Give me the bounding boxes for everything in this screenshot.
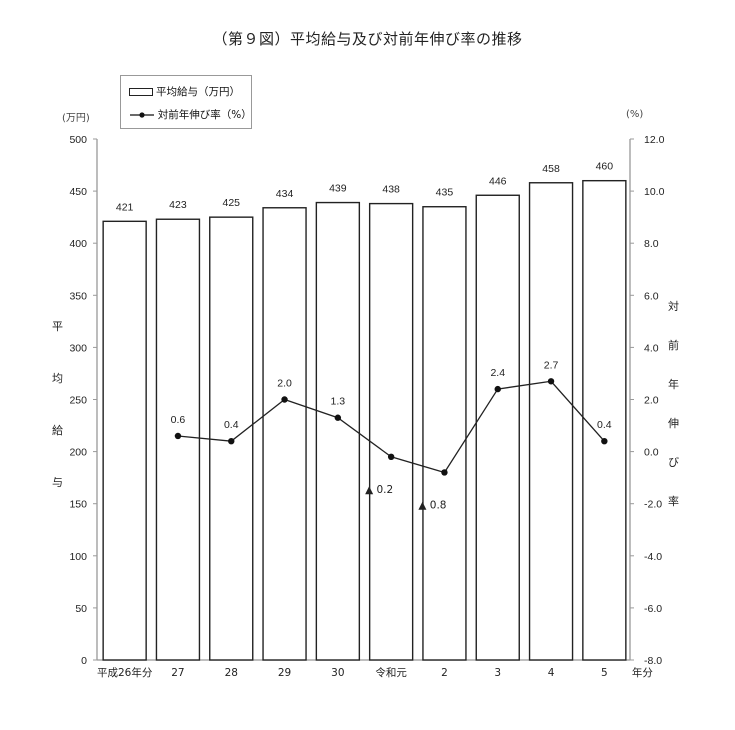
bar [102, 220, 147, 661]
chart-title: （第９図）平均給与及び対前年伸び率の推移 [212, 30, 523, 48]
x-tick-label: 30 [331, 667, 344, 679]
line-value-label: 0.4 [597, 419, 612, 431]
left-tick-label: 150 [69, 499, 87, 511]
bar-swatch-icon [129, 87, 153, 96]
line-value-label: 1.3 [331, 396, 346, 408]
bar-value-label: 458 [542, 163, 560, 175]
data-point-marker [334, 414, 342, 421]
bar-value-label: 435 [436, 187, 454, 199]
right-tick-label: 10.0 [644, 186, 665, 198]
line-marker-icon [130, 111, 154, 118]
right-axis-title-char: 年 [668, 378, 679, 391]
left-tick-label: 100 [69, 551, 87, 563]
left-tick-label: 200 [69, 447, 87, 459]
left-axis-title-char: 給 [52, 424, 63, 437]
x-tick-label: 29 [278, 667, 291, 679]
legend-item-line: 対前年伸び率（%） [129, 107, 252, 122]
right-tick-label: 2.0 [644, 395, 659, 407]
right-axis-unit: (%) [626, 109, 644, 120]
right-tick-label: -2.0 [644, 499, 662, 511]
x-tick-label: 3 [494, 667, 501, 679]
line-value-label: 0.4 [224, 419, 239, 431]
left-tick-label: 0 [81, 655, 87, 667]
left-tick-label: 400 [69, 238, 87, 250]
left-tick-label: 500 [69, 134, 87, 146]
bar [422, 206, 467, 661]
x-tick-label: 28 [225, 667, 238, 679]
left-axis-unit: (万円) [62, 113, 90, 124]
bar [475, 194, 520, 661]
bar-value-label: 423 [169, 199, 187, 211]
left-tick-label: 50 [75, 603, 87, 615]
bar [368, 202, 414, 661]
right-tick-label: -8.0 [644, 655, 662, 667]
left-tick-label: 450 [69, 186, 87, 198]
bar-value-label: 434 [276, 188, 294, 200]
right-tick-label: 12.0 [644, 134, 665, 146]
line-value-label: 2.4 [490, 367, 505, 379]
line-value-label: 0.6 [171, 414, 186, 426]
line-value-label: 2.0 [277, 378, 292, 390]
right-axis-title-char: 前 [668, 339, 679, 352]
data-point-marker [547, 378, 555, 385]
right-tick-label: 8.0 [644, 238, 659, 250]
x-tick-label: 令和元 [375, 666, 407, 679]
bar-value-label: 439 [329, 183, 347, 195]
right-axis-title-char: 伸 [668, 417, 679, 430]
x-tick-label: 平成26年分 [97, 666, 153, 679]
bar [528, 182, 574, 661]
data-point-marker [174, 432, 182, 440]
left-tick-label: 250 [69, 395, 87, 407]
x-tick-label: 2 [441, 667, 448, 679]
bar [315, 201, 361, 661]
right-tick-label: -6.0 [644, 603, 662, 615]
x-tick-label: 27 [171, 667, 184, 679]
bar-value-label: 446 [489, 175, 507, 187]
bar-value-label: 421 [116, 201, 134, 213]
data-point-marker [387, 453, 395, 461]
right-axis-title-char: び [668, 456, 679, 469]
line-value-label: 2.7 [544, 359, 559, 371]
bar-value-label: 438 [382, 184, 400, 196]
bar [582, 179, 627, 661]
bar-value-label: 460 [596, 161, 614, 173]
right-tick-label: 4.0 [644, 342, 659, 354]
right-axis-title-char: 対 [668, 300, 679, 313]
bar [262, 207, 307, 661]
legend: 平均給与（万円） 対前年伸び率（%） [120, 75, 252, 129]
line-value-label: ▲ 0.2 [365, 484, 393, 496]
bar [155, 218, 201, 661]
data-point-marker [601, 437, 608, 445]
legend-item-bar: 平均給与（万円） [129, 84, 240, 99]
left-axis-title-char: 均 [52, 372, 63, 385]
legend-bar-label: 平均給与（万円） [156, 86, 240, 98]
right-tick-label: 6.0 [644, 290, 659, 302]
left-tick-label: 300 [69, 342, 87, 354]
x-tick-label: 4 [548, 667, 555, 679]
left-axis-title-char: 平 [52, 320, 63, 333]
right-tick-label: -4.0 [644, 551, 662, 563]
left-tick-label: 350 [69, 290, 87, 302]
data-point-marker [228, 437, 235, 445]
data-point-marker [494, 385, 501, 393]
data-point-marker [281, 396, 288, 403]
line-value-label: ▲ 0.8 [418, 499, 446, 511]
bar-value-label: 425 [222, 197, 240, 209]
x-tick-label: 5 [601, 667, 608, 679]
x-axis-suffix: 年分 [632, 666, 653, 679]
legend-line-label: 対前年伸び率（%） [157, 109, 252, 121]
right-tick-label: 0.0 [644, 447, 659, 459]
data-point-marker [441, 469, 448, 476]
left-axis-title-char: 与 [52, 476, 63, 489]
right-axis-title-char: 率 [668, 495, 679, 508]
